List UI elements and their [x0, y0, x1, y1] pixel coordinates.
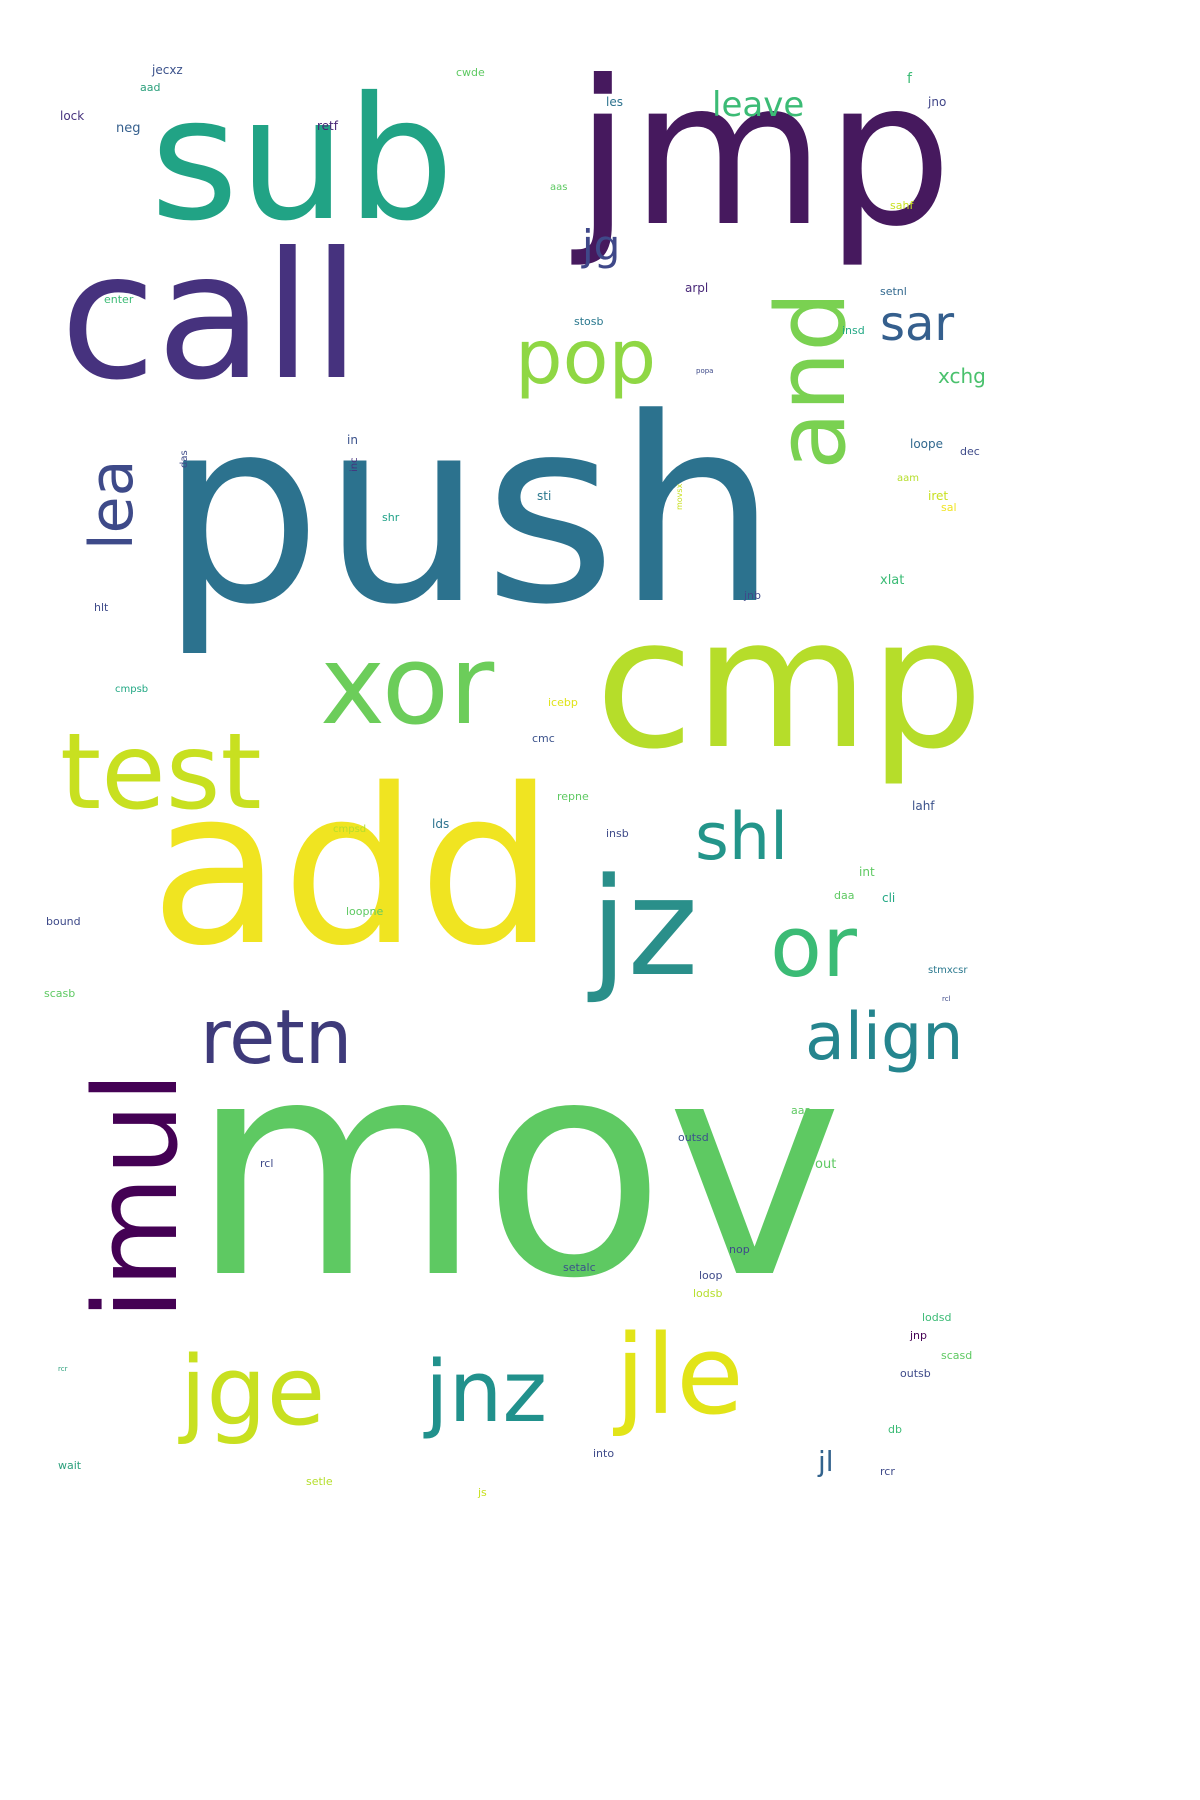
word-outsb: outsb: [900, 1367, 931, 1380]
word-push: push: [160, 364, 778, 661]
word-jno: jno: [928, 95, 947, 109]
word-pop: pop: [515, 313, 657, 401]
word-cmp: cmp: [595, 580, 984, 789]
word-lodsb: lodsb: [693, 1287, 723, 1300]
word-aaa: aaa: [791, 1104, 812, 1117]
word-iret: iret: [928, 489, 949, 503]
word-arpl: arpl: [685, 281, 709, 295]
word-rcr-small: rcr: [58, 1365, 68, 1373]
word-imul: imul: [70, 1071, 204, 1320]
word-dec: dec: [960, 445, 980, 458]
word-test: test: [60, 711, 262, 833]
word-rcl: rcl: [260, 1157, 274, 1170]
word-scasd: scasd: [941, 1349, 973, 1362]
word-loopne: loopne: [346, 905, 384, 918]
word-into: into: [593, 1447, 615, 1460]
word-sahf: sahf: [890, 199, 914, 212]
word-lds: lds: [432, 817, 450, 831]
word-lahf: lahf: [912, 799, 935, 813]
word-stosb: stosb: [574, 315, 604, 328]
word-das: das: [179, 450, 190, 468]
word-cmpsb: cmpsb: [115, 684, 149, 695]
word-jge: jge: [180, 1337, 326, 1447]
word-shl: shl: [695, 800, 789, 875]
word-rcl-b: rcl: [942, 995, 951, 1003]
word-aas: aas: [550, 182, 568, 193]
word-lea: lea: [77, 459, 147, 550]
word-les: les: [606, 95, 623, 109]
word-sub: sub: [150, 61, 455, 259]
word-cmpsd: cmpsd: [333, 824, 367, 835]
word-cmc: cmc: [532, 732, 555, 745]
word-jmp: jmp: [575, 38, 953, 271]
word-setalc: setalc: [563, 1261, 596, 1274]
word-out: out: [815, 1157, 837, 1172]
word-jnb: jnb: [744, 589, 762, 602]
word-xchg: xchg: [938, 364, 986, 388]
word-loop: loop: [699, 1269, 723, 1282]
word-rcr: rcr: [880, 1465, 895, 1478]
word-align: align: [805, 1000, 964, 1075]
word-jz: jz: [590, 849, 699, 1006]
word-jle: jle: [615, 1311, 744, 1439]
word-scasb: scasb: [44, 987, 76, 1000]
word-neg: neg: [116, 121, 141, 136]
word-popa: popa: [696, 367, 714, 375]
word-inc: inc: [349, 457, 360, 472]
word-xlat: xlat: [880, 573, 905, 588]
word-mov: mov: [190, 995, 844, 1344]
word-stmxcsr: stmxcsr: [928, 965, 968, 976]
word-nop: nop: [729, 1243, 750, 1256]
word-loope: loope: [910, 437, 944, 451]
word-setle: setle: [306, 1475, 333, 1488]
word-hlt: hlt: [94, 601, 109, 614]
word-retf: retf: [317, 119, 338, 133]
word-movsx: movsx: [675, 483, 684, 510]
word-add: add: [150, 742, 555, 993]
word-f: f: [907, 71, 912, 87]
word-js: js: [478, 1486, 487, 1499]
word-bound: bound: [46, 915, 81, 928]
word-and: and: [757, 291, 867, 470]
word-retn: retn: [200, 993, 353, 1081]
word-or: or: [770, 898, 857, 997]
word-jg: jg: [582, 221, 621, 270]
word-leave: leave: [712, 85, 805, 125]
word-lock: lock: [60, 109, 85, 123]
word-jnp: jnp: [910, 1329, 928, 1342]
word-db: db: [888, 1423, 902, 1436]
word-cwde: cwde: [456, 66, 485, 79]
word-wait: wait: [58, 1459, 82, 1472]
word-aad: aad: [140, 81, 161, 94]
word-xor: xor: [320, 621, 495, 749]
word-icebp: icebp: [548, 696, 578, 709]
word-repne: repne: [557, 790, 589, 803]
word-insd: insd: [842, 324, 865, 337]
word-lodsd: lodsd: [922, 1311, 952, 1324]
word-jecxz: jecxz: [152, 63, 183, 77]
word-sal: sal: [941, 501, 957, 514]
word-jnz: jnz: [425, 1343, 548, 1442]
word-shr: shr: [382, 511, 400, 524]
word-aam: aam: [897, 473, 919, 484]
word-jl: jl: [818, 1445, 834, 1478]
word-in: in: [347, 433, 358, 447]
word-outsd: outsd: [678, 1131, 709, 1144]
word-daa: daa: [834, 889, 855, 902]
word-sar: sar: [880, 296, 955, 352]
word-cli: cli: [882, 891, 896, 905]
word-int: int: [859, 865, 875, 879]
word-insb: insb: [606, 827, 629, 840]
word-call: call: [60, 216, 361, 419]
word-enter: enter: [104, 293, 134, 306]
word-sti: sti: [537, 489, 552, 503]
word-setnl: setnl: [880, 285, 907, 298]
